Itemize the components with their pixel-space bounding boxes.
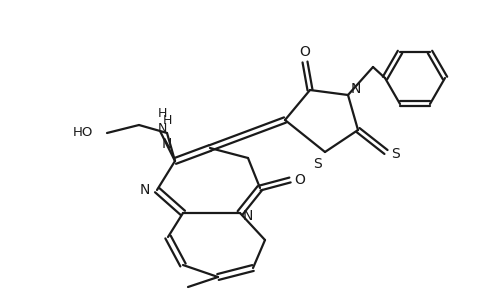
Text: H: H — [162, 114, 172, 127]
Text: N: N — [162, 137, 172, 151]
Text: S: S — [392, 147, 400, 161]
Text: H
N: H N — [158, 107, 166, 135]
Text: N: N — [351, 82, 361, 96]
Text: N: N — [243, 209, 253, 223]
Text: S: S — [312, 157, 322, 171]
Text: O: O — [294, 173, 306, 187]
Text: N: N — [140, 183, 150, 197]
Text: O: O — [300, 45, 310, 59]
Text: HO: HO — [72, 127, 93, 140]
